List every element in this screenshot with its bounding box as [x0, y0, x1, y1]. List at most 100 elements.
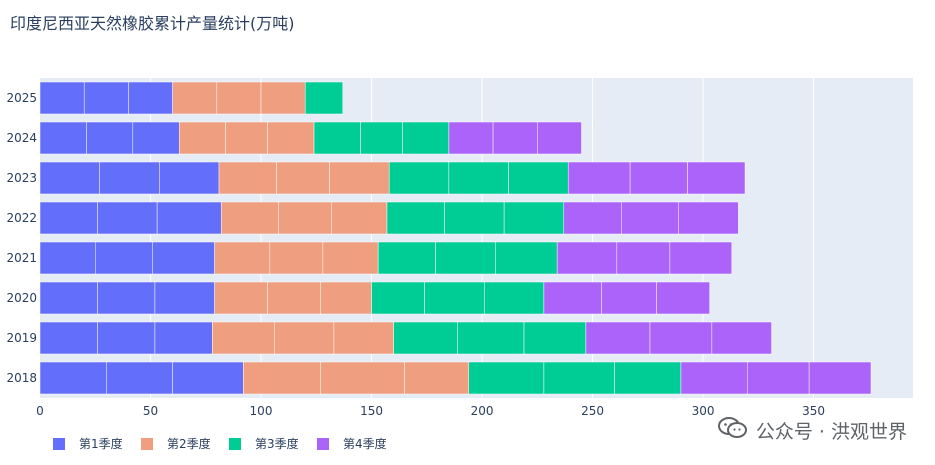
bar-segment-2025: [172, 81, 218, 115]
watermark-text: 公众号 · 洪观世界: [755, 421, 907, 443]
y-tick-label: 2021: [6, 251, 37, 265]
bar-segment-2025: [39, 81, 85, 115]
y-tick-label: 2023: [6, 171, 37, 185]
bar-segment-2018: [746, 361, 810, 395]
bar-segment-2024: [39, 121, 87, 155]
bar-segment-2021: [669, 241, 733, 275]
bar-segment-2023: [218, 161, 277, 195]
x-tick-label: 250: [581, 404, 604, 418]
bar-segment-2022: [386, 201, 445, 235]
bar-segment-2019: [154, 321, 213, 355]
legend-label: 第3季度: [255, 436, 299, 451]
bar-segment-2018: [404, 361, 470, 395]
bar-segment-2021: [435, 241, 496, 275]
x-tick-label: 100: [250, 404, 273, 418]
bar-segment-2021: [616, 241, 671, 275]
bar-segment-2023: [388, 161, 450, 195]
bar-segment-2020: [39, 281, 98, 315]
bar-segment-2024: [313, 121, 361, 155]
bar-segment-2024: [178, 121, 226, 155]
bar-segment-2020: [601, 281, 657, 315]
legend-swatch: [53, 438, 65, 450]
bar-segment-2021: [152, 241, 215, 275]
y-tick-label: 2020: [6, 291, 37, 305]
bar-segment-2021: [377, 241, 436, 275]
y-axis: 2018 2019 2020 2021 2022 2023 2024 2025: [6, 91, 37, 385]
chart-title: 印度尼西亚天然橡胶累计产量统计(万吨): [10, 14, 295, 33]
bar-segment-2022: [97, 201, 158, 235]
x-tick-label: 300: [692, 404, 715, 418]
x-tick-label: 350: [802, 404, 825, 418]
bar-segment-2023: [276, 161, 330, 195]
bar-segment-2019: [333, 321, 394, 355]
legend-label: 第4季度: [343, 436, 387, 451]
bar-segment-2023: [508, 161, 569, 195]
x-tick-label: 150: [360, 404, 383, 418]
legend-swatch: [141, 438, 153, 450]
bar-segment-2021: [495, 241, 558, 275]
wechat-icon: [717, 416, 748, 445]
watermark: 公众号 · 洪观世界: [717, 416, 907, 445]
bar-segment-2018: [106, 361, 173, 395]
bar-segment-2018: [39, 361, 107, 395]
bar-segment-2019: [274, 321, 335, 355]
bar-segment-2023: [629, 161, 688, 195]
bar-segment-2020: [543, 281, 602, 315]
bar-segment-2020: [320, 281, 372, 315]
legend-swatch: [317, 438, 329, 450]
bar-segment-2025: [260, 81, 306, 115]
bar-segment-2024: [537, 121, 582, 155]
bar-segment-2020: [97, 281, 156, 315]
bar-segment-2024: [132, 121, 180, 155]
bar-segment-2022: [156, 201, 222, 235]
legend-label: 第2季度: [167, 436, 211, 451]
bar-segment-2022: [563, 201, 622, 235]
bar-segment-2020: [154, 281, 215, 315]
bar-segment-2022: [278, 201, 332, 235]
bar-segment-2021: [322, 241, 379, 275]
bar-segment-2022: [503, 201, 565, 235]
y-tick-label: 2019: [6, 331, 37, 345]
bar-segment-2020: [656, 281, 710, 315]
bar-segment-2019: [649, 321, 713, 355]
bar-segment-2025: [83, 81, 129, 115]
bar-segment-2022: [220, 201, 279, 235]
bar-segment-2018: [243, 361, 321, 395]
bar-segment-2021: [95, 241, 153, 275]
bar-segment-2019: [97, 321, 156, 355]
legend-swatch: [229, 438, 241, 450]
bar-segment-2021: [269, 241, 324, 275]
bar-segment-2020: [267, 281, 321, 315]
bar-segment-2022: [39, 201, 98, 235]
bar-segment-2024: [448, 121, 494, 155]
bar-segment-2019: [457, 321, 525, 355]
bar-segment-2024: [267, 121, 315, 155]
bar-segment-2023: [99, 161, 160, 195]
y-tick-label: 2022: [6, 211, 37, 225]
bar-segment-2021: [556, 241, 618, 275]
bar-segment-2022: [621, 201, 679, 235]
bar-segment-2019: [585, 321, 651, 355]
y-tick-label: 2024: [6, 131, 37, 145]
bar-segment-2023: [329, 161, 390, 195]
bar-segment-2019: [523, 321, 587, 355]
bars: [39, 81, 872, 395]
bar-segment-2020: [371, 281, 425, 315]
bar-segment-2018: [172, 361, 244, 395]
bar-segment-2024: [225, 121, 268, 155]
bar-segment-2019: [212, 321, 275, 355]
bar-segment-2019: [39, 321, 98, 355]
x-tick-label: 200: [471, 404, 494, 418]
bar-segment-2025: [216, 81, 262, 115]
bar-segment-2020: [424, 281, 485, 315]
bar-segment-2021: [39, 241, 96, 275]
bar-segment-2023: [567, 161, 631, 195]
bar-segment-2024: [402, 121, 450, 155]
bar-segment-2024: [360, 121, 403, 155]
bar-segment-2018: [614, 361, 682, 395]
y-tick-label: 2025: [6, 91, 37, 105]
x-axis: 0 50 100 150 200 250 300 350: [36, 404, 825, 418]
bar-segment-2023: [687, 161, 746, 195]
bar-segment-2022: [331, 201, 388, 235]
